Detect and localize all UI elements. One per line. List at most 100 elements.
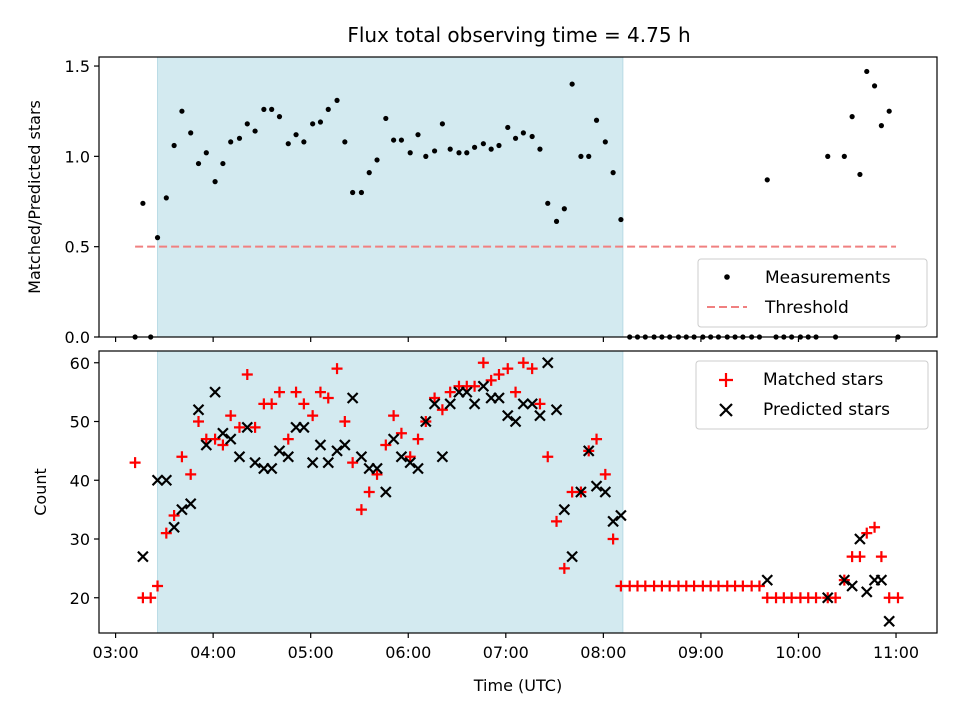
bottom-x-tick-label: 06:00 (385, 643, 431, 662)
measurement-point (578, 153, 584, 159)
predicted-star-point (380, 486, 392, 498)
predicted-star-point (566, 550, 578, 563)
matched-star-point (869, 521, 881, 533)
legend-label-threshold: Threshold (764, 298, 849, 318)
measurement-point (325, 106, 331, 112)
measurement-point (391, 137, 397, 143)
top-axes-frame (98, 56, 938, 338)
matched-star-point (339, 416, 351, 427)
bottom-x-axis-label: Time (UTC) (473, 676, 562, 695)
measurement-point (269, 106, 275, 112)
measurement-point (301, 139, 307, 145)
measurement-point (561, 206, 567, 212)
predicted-star-point (615, 509, 627, 522)
matched-star-point (591, 433, 603, 445)
predicted-star-point (541, 356, 554, 369)
matched-star-point (436, 404, 448, 416)
measurement-point (317, 119, 324, 125)
predicted-star-point (331, 445, 343, 457)
predicted-star-point (314, 439, 327, 451)
measurement-point (407, 150, 413, 156)
matched-star-point (331, 363, 343, 375)
measurement-point (512, 135, 519, 141)
measurement-point (764, 177, 770, 183)
matched-star-point (217, 439, 229, 451)
matched-star-point (266, 398, 278, 410)
measurement-point (488, 146, 494, 152)
matched-star-point (363, 486, 375, 498)
measurement-point (342, 139, 348, 145)
predicted-star-point (517, 398, 530, 410)
matched-star-point (168, 510, 180, 521)
predicted-star-point (273, 445, 286, 457)
matched-star-point (176, 451, 188, 463)
predicted-star-point (550, 403, 563, 416)
predicted-star-point (860, 586, 873, 598)
measurement-point (520, 130, 526, 136)
measurement-point (431, 148, 438, 154)
predicted-star-point (558, 503, 571, 516)
measurement-point (456, 150, 462, 156)
matched-star-point (290, 386, 302, 398)
measurement-point (228, 139, 234, 145)
matched-star-point (892, 592, 904, 604)
bottom-x-tick-label: 11:00 (873, 643, 919, 662)
predicted-star-point (265, 462, 278, 475)
predicted-star-point (526, 398, 538, 410)
predicted-star-point (184, 497, 197, 510)
measurement-point (553, 218, 560, 224)
bottom-legend-box (695, 360, 929, 430)
matched-star-point (209, 433, 221, 445)
measurement-point (471, 144, 478, 150)
predicted-star-point (200, 439, 213, 451)
matched-star-point (477, 357, 489, 369)
bottom-x-tick-label: 10:00 (775, 643, 821, 662)
predicted-star-point (192, 403, 205, 416)
measurement-point (212, 179, 218, 185)
matched-star-point (249, 421, 261, 433)
predicted-star-point (468, 398, 481, 410)
measurement-point (529, 133, 535, 140)
predicted-star-point (420, 415, 432, 428)
measurement-point (398, 137, 405, 143)
measurement-point (423, 153, 429, 159)
predicted-star-point (854, 533, 866, 545)
bottom-x-ticks: 03:00 04:00 05:00 06:00 07:00 08:00 09:00 10:00… (93, 633, 919, 662)
measurement-point (537, 146, 543, 152)
bottom-axes-frame (98, 350, 938, 634)
bottom-x-tick-label: 07:00 (483, 643, 529, 662)
measurement-point (545, 200, 551, 206)
predicted-star-point (461, 386, 473, 398)
matched-star-point (534, 398, 546, 410)
predicted-star-point (160, 474, 173, 487)
bottom-x-tick-label: 05:00 (288, 643, 334, 662)
predicted-star-point (151, 474, 164, 487)
predicted-star-point (582, 445, 595, 457)
measurement-point (618, 216, 624, 223)
matched-star-point (510, 386, 522, 398)
measurement-point (358, 189, 365, 196)
matched-star-point (404, 451, 416, 463)
measurement-point (505, 124, 511, 131)
measurement-point (569, 81, 575, 87)
top-panel: 0.0 0.5 1.0 1.5 Matched/Predicted stars Mea… (25, 56, 938, 347)
measurement-point (236, 135, 243, 141)
matched-star-point (469, 380, 481, 392)
measurement-point (195, 160, 202, 167)
matched-star-point (558, 562, 570, 574)
predicted-star-point (501, 409, 514, 422)
top-x-ticks (114, 337, 897, 342)
measurement-point (878, 123, 884, 129)
predicted-star-point (436, 450, 449, 463)
matched-star-point (607, 533, 619, 545)
measurement-point (220, 160, 226, 167)
matched-star-point (753, 580, 765, 592)
bottom-y-axis-label: Count (31, 468, 50, 516)
measurement-point (154, 235, 161, 241)
measurement-point (849, 114, 855, 120)
bottom-y-ticks: 20 30 40 50 60 (70, 354, 99, 608)
matched-star-point (380, 439, 392, 451)
bottom-x-tick-label: 03:00 (93, 643, 139, 662)
measurement-point (276, 114, 283, 120)
